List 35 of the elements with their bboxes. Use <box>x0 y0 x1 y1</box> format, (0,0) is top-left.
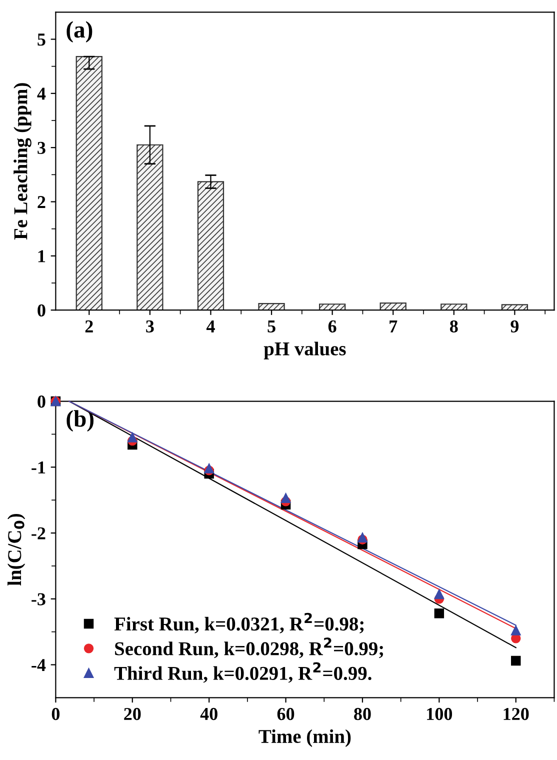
x-axis-title: pH values <box>264 342 346 360</box>
y-tick-label: 4 <box>37 88 46 100</box>
legend-label: Second Run, k=0.0298, R$^{2}$=0.99; <box>115 638 384 658</box>
x-axis-title: Time (min) <box>258 729 351 747</box>
y-tick-label: -3 <box>32 593 46 606</box>
y-tick-label: 5 <box>38 34 46 46</box>
x-tick-label: 7 <box>390 320 398 332</box>
y-tick-label: 1 <box>38 250 46 262</box>
y-tick-label: 2 <box>38 196 46 208</box>
y-tick-label: 0 <box>38 304 46 317</box>
x-tick-label: 6 <box>328 320 336 333</box>
x-tick-label: 4 <box>206 320 215 332</box>
y-axis-title: ln(C/C$_{0}$) <box>7 514 26 586</box>
y-tick-label: -4 <box>32 659 46 672</box>
x-tick-label: 9 <box>510 320 519 333</box>
x-tick-label: 60 <box>277 708 294 720</box>
x-tick-label: 3 <box>146 320 154 333</box>
x-tick-label: 120 <box>504 708 529 720</box>
x-tick-label: 0 <box>52 708 60 720</box>
x-tick-label: 20 <box>124 708 141 720</box>
legend-label: First Run, k=0.0321, R$^{2}$=0.98; <box>114 612 364 634</box>
x-tick-label: 8 <box>450 320 458 333</box>
y-tick-label: -1 <box>32 461 46 474</box>
annotation: (b) <box>66 410 94 432</box>
y-tick-label: 0 <box>38 396 46 408</box>
x-tick-label: 80 <box>354 708 371 720</box>
x-tick-label: 5 <box>268 320 276 333</box>
y-tick-label: -2 <box>32 527 46 540</box>
legend-label: Third Run, k=0.0291, R$^{2}$=0.99. <box>114 662 372 683</box>
x-tick-label: 100 <box>427 708 452 720</box>
x-tick-label: 40 <box>200 708 218 720</box>
y-axis-title: Fe Leaching (ppm) <box>14 83 32 240</box>
annotation: (a) <box>66 21 92 43</box>
x-tick-label: 2 <box>85 320 93 332</box>
y-tick-label: 3 <box>38 142 46 154</box>
